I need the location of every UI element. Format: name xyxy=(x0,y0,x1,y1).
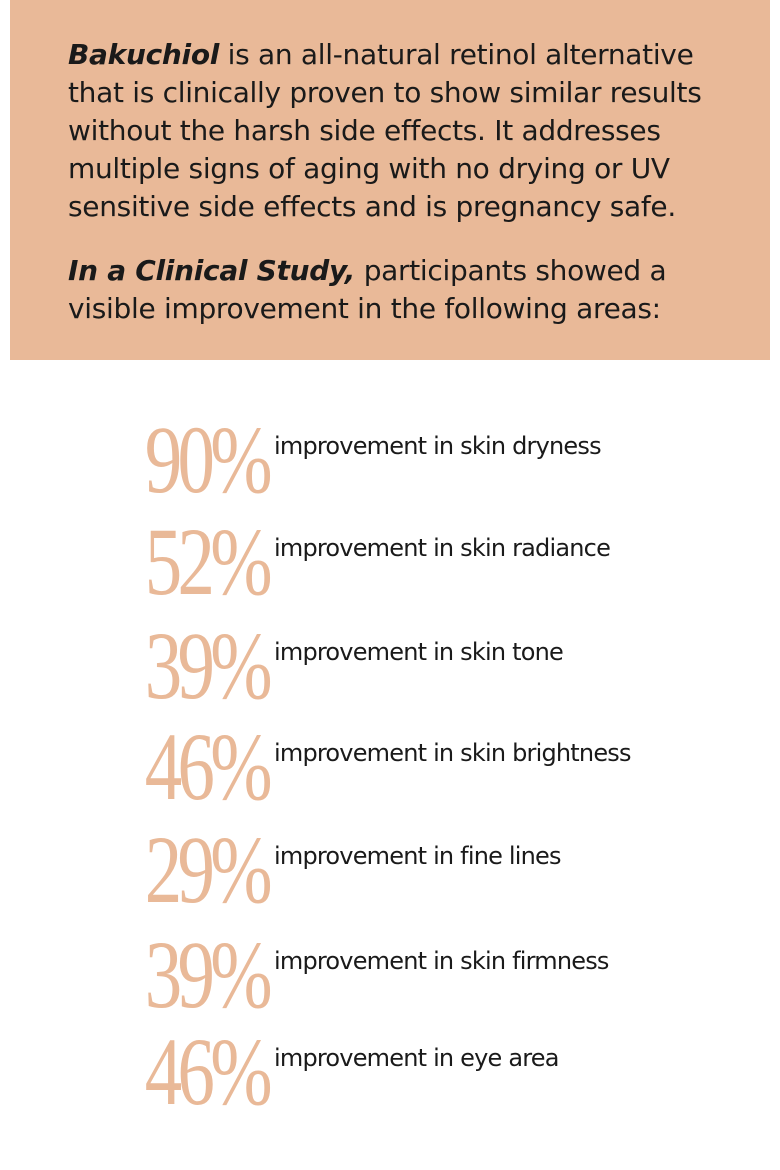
stat-row: 46% improvement in skin brightness xyxy=(0,717,780,817)
stat-label: improvement in skin radiance xyxy=(274,534,611,562)
stat-label: improvement in skin tone xyxy=(274,638,564,666)
stat-row: 90% improvement in skin dryness xyxy=(0,410,780,510)
intro-band xyxy=(10,0,770,360)
stat-percent: 90% xyxy=(144,406,273,513)
stat-percent: 29% xyxy=(144,816,273,923)
study: In a Clinical Study, participants showed… xyxy=(68,252,728,328)
stat-percent: 52% xyxy=(144,508,273,615)
stat-label: improvement in fine lines xyxy=(274,842,562,870)
stat-percent: 46% xyxy=(144,1018,273,1125)
study-lead: In a Clinical Study, xyxy=(68,254,356,287)
intro: Bakuchiol is an all-natural retinol alte… xyxy=(68,36,728,226)
stat-row: 29% improvement in fine lines xyxy=(0,820,780,920)
stat-label: improvement in skin dryness xyxy=(274,432,602,460)
intro-text: is an all-natural retinol alternative th… xyxy=(68,38,702,223)
stat-percent: 39% xyxy=(144,921,273,1028)
study-text: participants showed a visible improvemen… xyxy=(68,254,667,325)
stat-label: improvement in skin brightness xyxy=(274,739,632,767)
stat-row: 52% improvement in skin radiance xyxy=(0,512,780,612)
stat-percent: 46% xyxy=(144,713,273,820)
stat-label: improvement in eye area xyxy=(274,1044,559,1072)
intro-lead: Bakuchiol xyxy=(68,38,220,71)
stat-row: 46% improvement in eye area xyxy=(0,1022,780,1122)
stat-row: 39% improvement in skin tone xyxy=(0,616,780,716)
stat-label: improvement in skin firmness xyxy=(274,947,609,975)
stat-percent: 39% xyxy=(144,612,273,719)
stat-row: 39% improvement in skin firmness xyxy=(0,925,780,1025)
